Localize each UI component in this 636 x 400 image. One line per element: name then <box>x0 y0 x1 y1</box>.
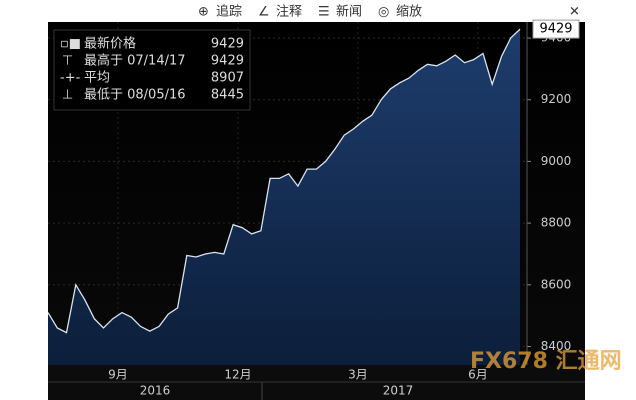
last-value-label: 9429 <box>539 22 572 37</box>
legend: ▫■ 最新价格 9429 ⊤ 最高于 07/14/17 9429 -+- 平均 … <box>53 29 251 111</box>
y-tick-label: 8800 <box>541 216 572 230</box>
y-tick-label: 8600 <box>541 277 572 291</box>
y-tick-label: 8400 <box>541 339 572 353</box>
x-tick-label: 6月 <box>468 368 488 382</box>
icon: ◎ <box>378 5 389 20</box>
stat-value: 9429 <box>211 54 244 69</box>
year-label: 2016 <box>140 384 171 398</box>
stat-label: 最新价格 <box>84 36 136 52</box>
icon: ⊕ <box>198 5 209 20</box>
year-label: 2017 <box>383 384 414 398</box>
icon: ☰ <box>318 5 330 20</box>
plot: 8400860088009000920094009429 <box>47 19 580 365</box>
area <box>48 29 520 365</box>
toolbar-button[interactable]: 追踪 <box>216 4 242 20</box>
x-tick-label: 12月 <box>224 368 251 382</box>
x-tick-label: 9月 <box>108 368 128 382</box>
legend-icon: -+- <box>60 71 81 86</box>
stat-label: 最低于 08/05/16 <box>84 88 186 103</box>
y-tick-label: 9200 <box>541 92 572 106</box>
legend-box <box>53 29 251 111</box>
close-button[interactable]: ✕ <box>569 5 580 20</box>
stat-label: 最高于 07/14/17 <box>84 53 186 69</box>
toolbar-button[interactable]: 新闻 <box>336 4 362 20</box>
stat-value: 8907 <box>211 71 244 86</box>
last-value-box <box>532 19 580 39</box>
legend-icon: ⊥ <box>62 88 73 103</box>
y-tick-label: 9000 <box>541 154 572 168</box>
icon: ∠ <box>258 5 270 20</box>
toolbar-button[interactable]: 注释 <box>276 5 302 20</box>
line <box>47 28 521 334</box>
toolbar: ⊕ 追踪 ∠ 注释 ☰ 新闻 ◎ 缩放 ✕ <box>198 4 580 20</box>
stat-label: 平均 <box>84 71 110 86</box>
toolbar-button[interactable]: 缩放 <box>396 4 422 20</box>
stat-value: 9429 <box>211 37 244 52</box>
stat-value: 8445 <box>211 88 244 103</box>
legend-icon: ⊤ <box>62 54 73 69</box>
x-tick-label: 3月 <box>348 368 368 382</box>
watermark: FX678 汇通网 <box>470 349 622 374</box>
legend-icon: ▫■ <box>60 37 81 52</box>
